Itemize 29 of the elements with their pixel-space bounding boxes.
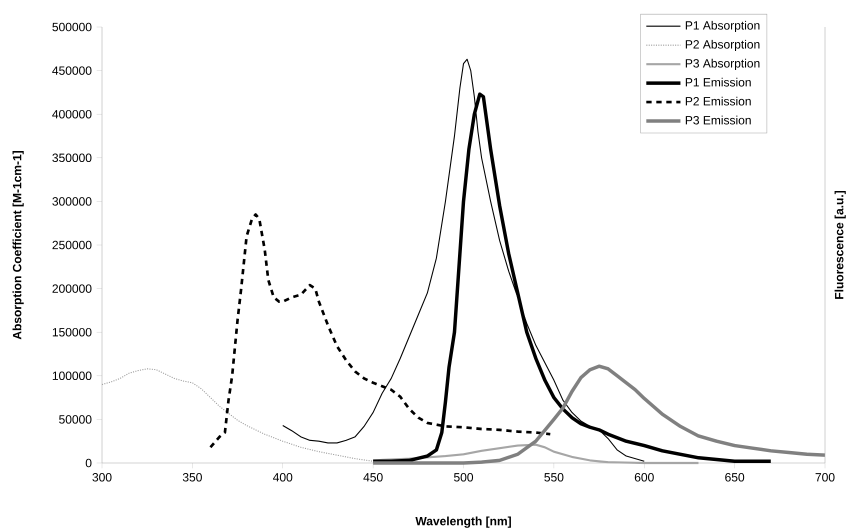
- y-tick-label: 250000: [52, 240, 92, 250]
- y2-axis-title: Fluorescence [a.u.]: [834, 191, 846, 299]
- x-axis-title: Wavelength [nm]: [415, 516, 511, 528]
- y-axis-title: Absorption Coefficient [M-1cm-1]: [12, 151, 24, 340]
- x-tick-label: 650: [725, 473, 744, 482]
- y-tick-label: 150000: [52, 328, 92, 336]
- legend-label: P1 Absorption: [686, 20, 760, 32]
- x-tick-label: 300: [92, 473, 112, 482]
- legend-label: P3 Absorption: [686, 58, 760, 70]
- y-tick-label: 200000: [52, 284, 92, 293]
- x-tick-label: 600: [634, 473, 654, 482]
- x-tick-label: 500: [454, 473, 474, 482]
- y-tick-label: 350000: [52, 154, 92, 162]
- y-tick-label: 500000: [52, 22, 92, 32]
- y-tick-label: 400000: [52, 110, 92, 118]
- y-tick-label: 300000: [52, 197, 92, 206]
- legend-label: P3 Emission: [686, 116, 751, 124]
- legend-label: P1 Emission: [686, 78, 751, 87]
- x-tick-label: 550: [544, 473, 564, 482]
- x-tick-label: 400: [273, 473, 292, 482]
- legend-label: P2 Absorption: [686, 40, 760, 52]
- y-tick-label: 50000: [59, 415, 92, 424]
- x-tick-label: 450: [363, 473, 383, 482]
- y-tick-label: 0: [86, 458, 92, 468]
- y-tick-label: 450000: [52, 66, 92, 75]
- y-tick-label: 100000: [52, 372, 92, 380]
- x-tick-label: 700: [816, 473, 835, 482]
- legend-label: P2 Emission: [686, 96, 751, 106]
- x-tick-label: 350: [182, 473, 202, 482]
